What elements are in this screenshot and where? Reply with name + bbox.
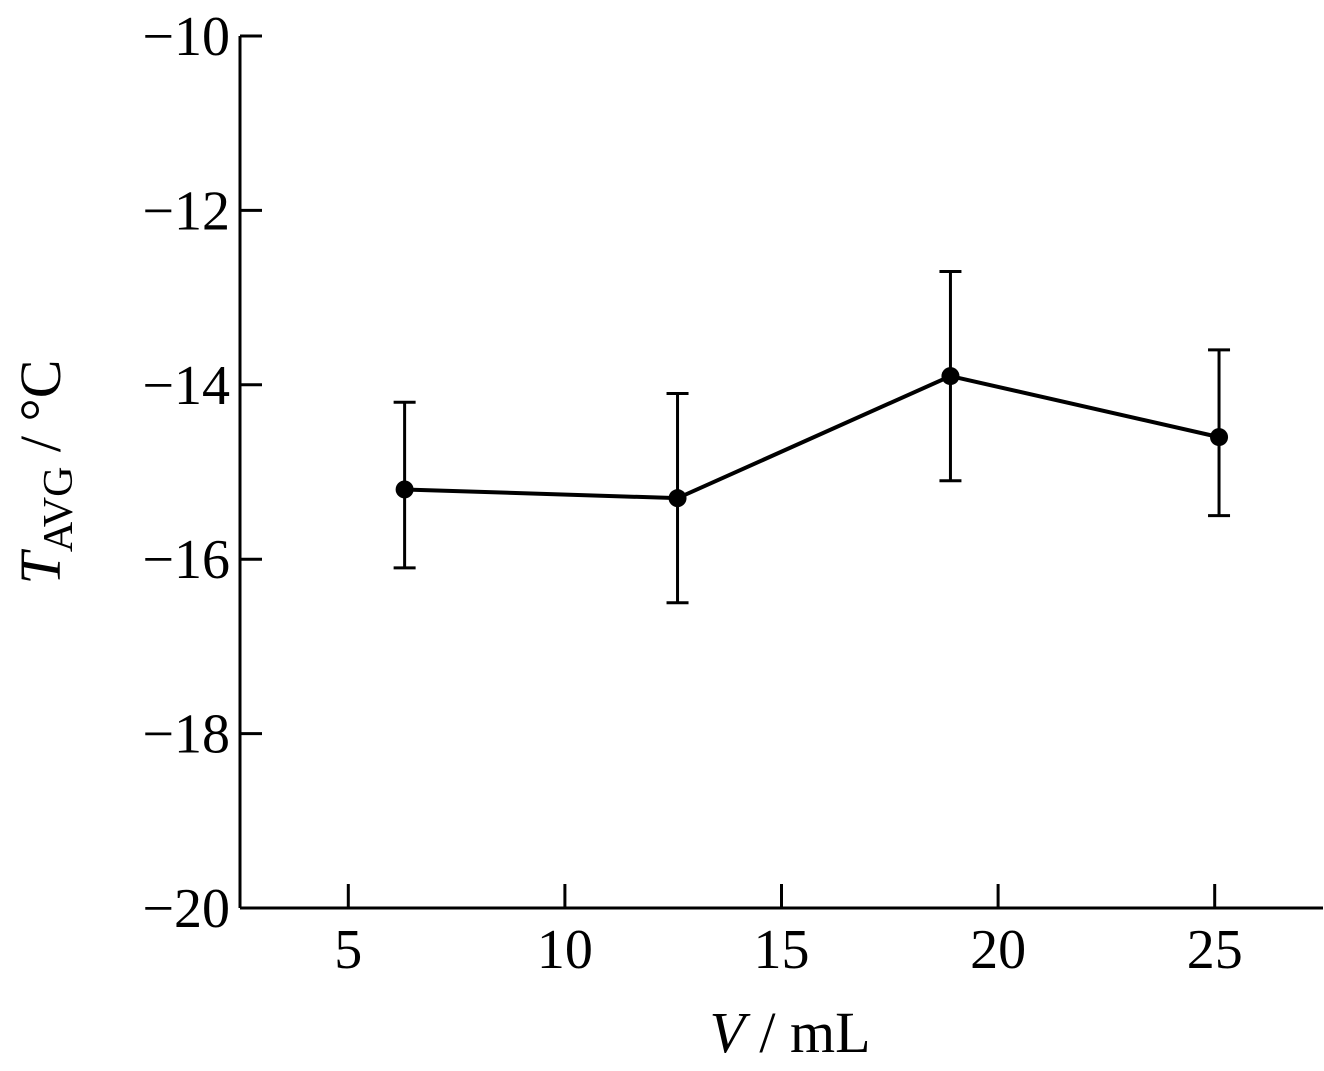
data-point bbox=[1210, 428, 1229, 447]
y-axis-label-unit: °C bbox=[8, 360, 73, 422]
x-tick-label: 10 bbox=[537, 919, 593, 981]
series-line bbox=[404, 373, 1220, 501]
y-axis-label-sub: AVG bbox=[36, 467, 82, 553]
x-axis-label-unit: mL bbox=[790, 1000, 871, 1065]
data-point bbox=[668, 489, 687, 508]
y-tick-label: −12 bbox=[142, 180, 230, 242]
x-axis-label-sep: / bbox=[745, 1000, 790, 1065]
x-tick-label: 25 bbox=[1187, 919, 1243, 981]
x-axis-label-var: V bbox=[709, 1000, 751, 1065]
x-axis-label: V / mL bbox=[709, 1000, 870, 1065]
x-ticks: 5 10 15 20 25 bbox=[334, 884, 1243, 981]
y-tick-label: −10 bbox=[142, 6, 230, 68]
plot-area bbox=[393, 269, 1231, 605]
y-axis-label: TAVG / °C bbox=[8, 360, 82, 585]
y-tick-label: −14 bbox=[142, 355, 230, 417]
y-ticks: −10 −12 −14 −16 −18 −20 bbox=[142, 6, 262, 940]
y-tick-label: −18 bbox=[142, 704, 230, 766]
y-tick-label: −20 bbox=[142, 878, 230, 940]
x-tick-label: 20 bbox=[970, 919, 1026, 981]
data-point bbox=[395, 480, 414, 499]
y-axis-label-var: T bbox=[8, 548, 73, 584]
data-point bbox=[941, 367, 960, 386]
x-tick-label: 15 bbox=[754, 919, 810, 981]
y-tick-label: −16 bbox=[142, 529, 230, 591]
x-tick-label: 5 bbox=[334, 919, 362, 981]
y-axis-label-sep: / bbox=[8, 421, 73, 466]
